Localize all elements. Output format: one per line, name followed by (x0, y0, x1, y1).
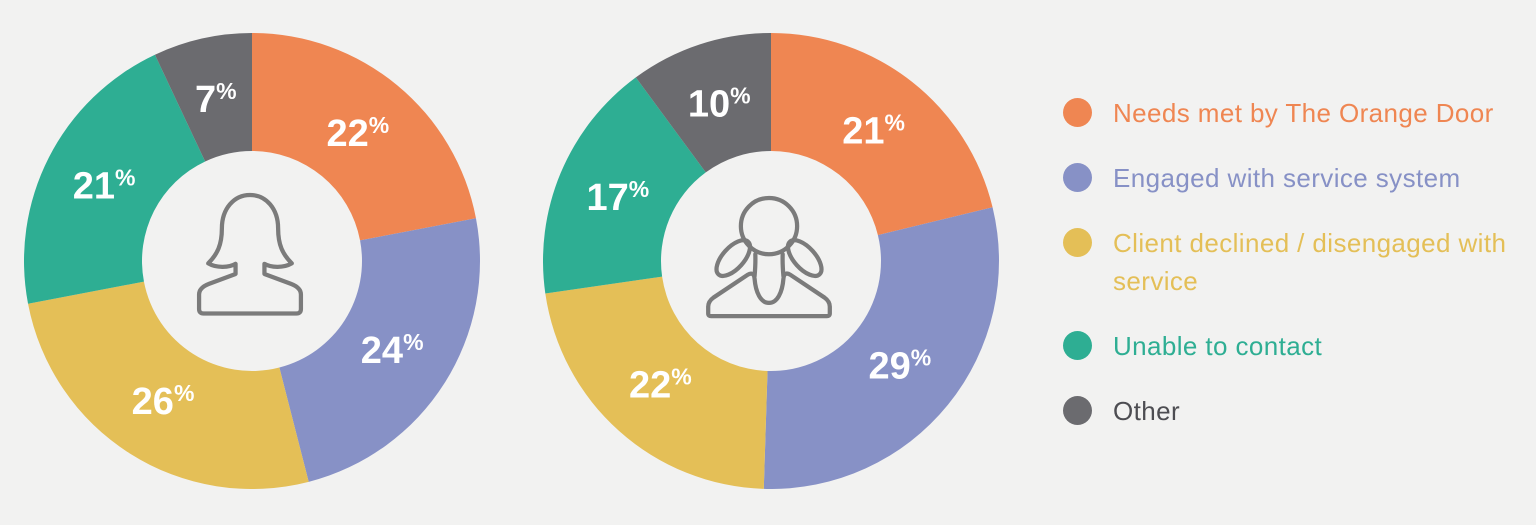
donut-slice-3 (543, 77, 706, 294)
donut-slice-4 (635, 33, 771, 173)
legend-label: Unable to contact (1113, 331, 1323, 361)
legend-item: Engaged with service system (1063, 159, 1525, 197)
donut-chart-women: 22% 24% 26% 21% 7% (24, 33, 480, 489)
slice-value-label: 26% (132, 380, 195, 423)
legend-item: Other (1063, 392, 1525, 430)
girl-icon (708, 198, 830, 316)
legend-label: Client declined / disengaged with servic… (1113, 228, 1507, 296)
gray-dot-icon (1063, 396, 1092, 425)
purple-dot-icon (1063, 163, 1092, 192)
donut-slice-2 (28, 281, 309, 489)
donut-slice-3 (24, 54, 206, 304)
teal-dot-icon (1063, 331, 1092, 360)
donut-slice-1 (763, 207, 999, 489)
legend-item: Client declined / disengaged with servic… (1063, 224, 1525, 300)
donut-slice-0 (252, 33, 476, 241)
women-donut-svg: 22%24%26%21%7% (24, 33, 480, 489)
yellow-dot-icon (1063, 228, 1092, 257)
woman-icon (199, 195, 301, 314)
slice-value-label: 10% (688, 82, 751, 125)
legend-item: Needs met by The Orange Door (1063, 94, 1525, 132)
donut-slice-2 (545, 276, 768, 489)
legend-label: Needs met by The Orange Door (1113, 98, 1494, 128)
donut-chart-children: 21% 29% 22% 17% 10% (543, 33, 999, 489)
legend-item: Unable to contact (1063, 327, 1525, 365)
children-donut-svg: 21%29%22%17%10% (543, 33, 999, 489)
donut-slice-4 (154, 33, 252, 162)
donut-slice-0 (771, 33, 993, 236)
legend-label: Engaged with service system (1113, 163, 1461, 193)
chart-legend: Needs met by The Orange Door Engaged with… (1063, 94, 1525, 430)
legend-label: Other (1113, 396, 1181, 426)
donut-slice-1 (279, 218, 480, 482)
orange-dot-icon (1063, 98, 1092, 127)
